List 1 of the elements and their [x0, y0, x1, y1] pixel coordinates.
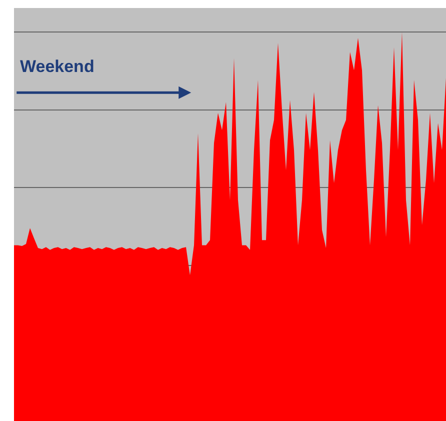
- annotation: Weekend: [20, 57, 94, 76]
